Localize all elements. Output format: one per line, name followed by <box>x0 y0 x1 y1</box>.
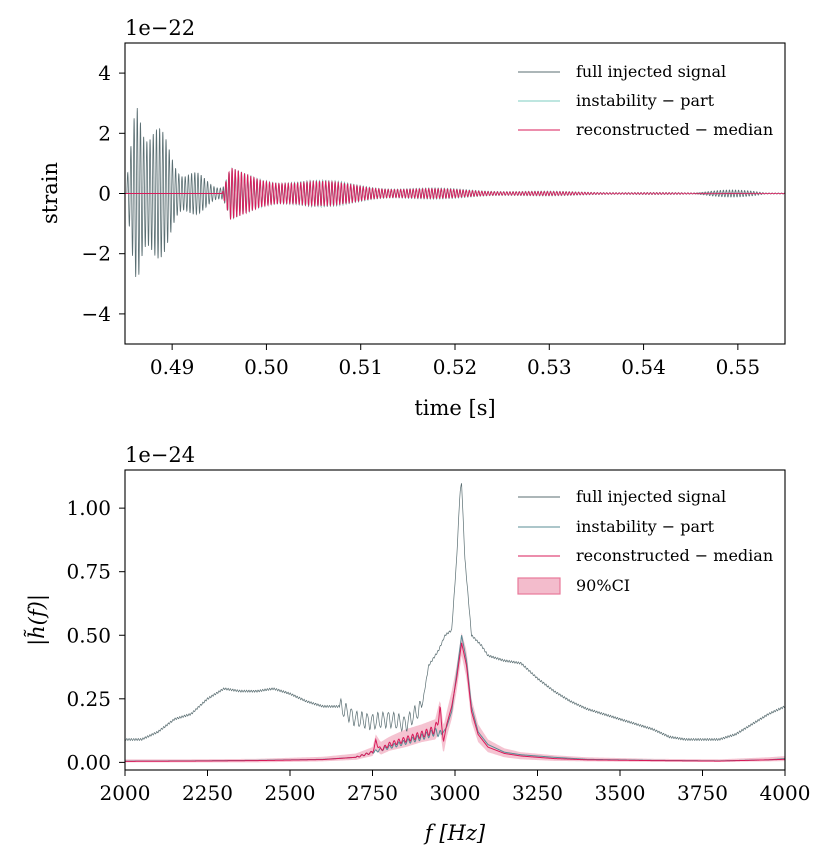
legend-label-full-signal: full injected signal <box>576 62 726 81</box>
strain-time-plot: 0.49 0.50 0.51 0.52 0.53 0.54 0.55 −4 −2 0 2 4 1e−… <box>38 16 786 420</box>
legend-label-full-signal: full injected signal <box>576 487 726 506</box>
x-tick-label: 0.55 <box>716 355 761 379</box>
x-tick-label: 3250 <box>512 781 563 805</box>
x-tick-label: 2750 <box>347 781 398 805</box>
x-axis-ticks: 2000 2250 2500 2750 3000 3250 3500 3750 4000 <box>100 770 811 805</box>
y-axis-ticks: 0.00 0.25 0.50 0.75 1.00 <box>66 496 125 774</box>
x-axis-label: time [s] <box>414 396 495 420</box>
x-tick-label: 4000 <box>760 781 811 805</box>
x-tick-label: 3500 <box>595 781 646 805</box>
x-tick-label: 3000 <box>430 781 481 805</box>
y-tick-label: 1.00 <box>66 496 111 520</box>
legend: full injected signal instability − part … <box>517 487 773 595</box>
y-tick-label: 2 <box>98 121 111 145</box>
legend-label-instability: instability − part <box>576 91 715 110</box>
legend-label-reconstructed: reconstructed − median <box>576 120 773 139</box>
x-tick-label: 2000 <box>100 781 151 805</box>
legend-label-instability: instability − part <box>576 517 715 536</box>
series-line-full-signal <box>125 483 785 742</box>
x-tick-label: 2500 <box>265 781 316 805</box>
x-tick-label: 0.50 <box>244 355 289 379</box>
x-axis-ticks: 0.49 0.50 0.51 0.52 0.53 0.54 0.55 <box>150 344 760 379</box>
legend-label-reconstructed: reconstructed − median <box>576 546 773 565</box>
y-axis-label: strain <box>38 162 62 224</box>
offset-label: 1e−24 <box>125 443 195 467</box>
x-tick-label: 0.49 <box>150 355 195 379</box>
x-axis-label: f [Hz] <box>423 821 486 845</box>
y-axis-label: |h̃(f)| <box>24 594 50 646</box>
y-tick-label: −4 <box>82 302 111 326</box>
ci-band <box>125 632 785 763</box>
series-line-reconstructed <box>125 168 785 220</box>
x-tick-label: 0.51 <box>338 355 383 379</box>
spectrum-plot: 2000 2250 2500 2750 3000 3250 3500 3750 4000 0.0… <box>24 443 810 845</box>
y-tick-label: 0.75 <box>66 560 111 584</box>
offset-label: 1e−22 <box>125 16 195 40</box>
y-tick-label: −2 <box>82 242 111 266</box>
y-axis-ticks: −4 −2 0 2 4 <box>82 61 125 326</box>
x-tick-label: 2250 <box>182 781 233 805</box>
y-tick-label: 4 <box>98 61 111 85</box>
y-tick-label: 0 <box>98 182 111 206</box>
legend: full injected signal instability − part … <box>518 62 773 139</box>
y-tick-label: 0.50 <box>66 623 111 647</box>
x-tick-label: 0.52 <box>433 355 478 379</box>
legend-label-ci: 90%CI <box>576 576 630 595</box>
y-tick-label: 0.25 <box>66 687 111 711</box>
legend-swatch-ci <box>517 577 561 595</box>
plot-frame <box>124 469 786 771</box>
x-tick-label: 3750 <box>677 781 728 805</box>
series-line-reconstructed <box>125 642 785 762</box>
spectrum-traces <box>125 483 785 763</box>
x-tick-label: 0.54 <box>621 355 666 379</box>
y-tick-label: 0.00 <box>66 750 111 774</box>
x-tick-label: 0.53 <box>527 355 572 379</box>
strain-traces <box>125 108 785 277</box>
